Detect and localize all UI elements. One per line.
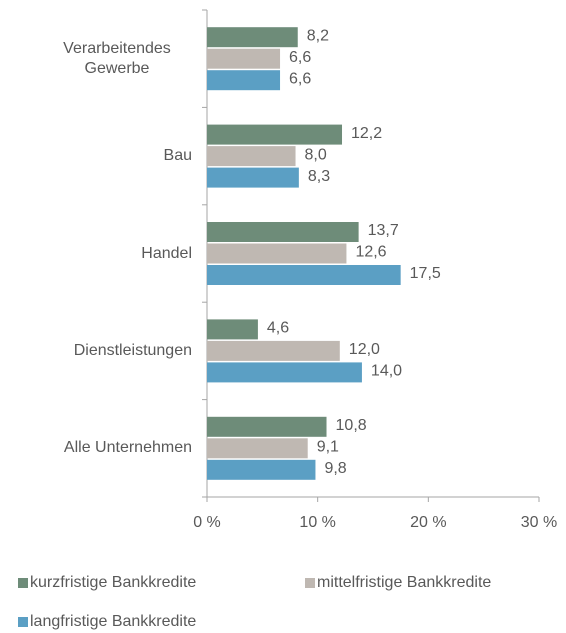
x-tick-label: 30 % bbox=[521, 514, 557, 531]
legend-swatch bbox=[18, 578, 28, 588]
y-tick-label: Handel bbox=[12, 244, 192, 264]
y-tick-label: Bau bbox=[12, 146, 192, 166]
value-label: 8,0 bbox=[305, 146, 327, 163]
value-label: 8,2 bbox=[307, 27, 329, 44]
bar bbox=[207, 48, 281, 69]
legend-label: kurzfristige Bankkredite bbox=[30, 574, 196, 591]
value-label: 12,6 bbox=[355, 244, 386, 261]
value-label: 6,6 bbox=[289, 49, 311, 66]
bar bbox=[207, 243, 347, 264]
category-label: Bau bbox=[163, 147, 192, 165]
category-label: Dienstleistungen bbox=[73, 341, 192, 359]
bar bbox=[207, 340, 340, 361]
value-label: 10,8 bbox=[336, 417, 367, 434]
bar bbox=[207, 124, 343, 145]
value-label: 14,0 bbox=[371, 363, 402, 380]
y-tick-label: Verarbeitendes Gewerbe bbox=[12, 39, 192, 79]
bar bbox=[207, 265, 401, 285]
bar bbox=[207, 319, 258, 340]
legend-label: langfristige Bankkredite bbox=[30, 613, 196, 630]
value-label: 12,2 bbox=[351, 125, 382, 142]
category-label: Verarbeitendes Gewerbe bbox=[63, 39, 171, 77]
bar bbox=[207, 459, 316, 480]
category-label: Alle Unternehmen bbox=[63, 439, 192, 457]
category-label: Handel bbox=[141, 244, 192, 262]
legend-label: mittelfristige Bankkredite bbox=[317, 574, 491, 591]
x-tick-label: 10 % bbox=[299, 514, 335, 531]
bar bbox=[207, 70, 281, 91]
bar bbox=[207, 416, 327, 437]
value-label: 12,0 bbox=[349, 341, 380, 358]
value-label: 4,6 bbox=[267, 320, 289, 337]
value-label: 9,8 bbox=[324, 460, 346, 477]
x-tick-label: 0 % bbox=[193, 514, 221, 531]
bar bbox=[207, 27, 298, 48]
y-tick-label: Alle Unternehmen bbox=[12, 438, 192, 458]
bar bbox=[207, 222, 359, 242]
value-label: 6,6 bbox=[289, 70, 311, 87]
bar bbox=[207, 146, 296, 167]
value-label: 8,3 bbox=[308, 168, 330, 185]
legend-swatch bbox=[305, 578, 315, 588]
bar bbox=[207, 362, 362, 383]
value-label: 17,5 bbox=[410, 265, 441, 282]
bar bbox=[207, 438, 308, 459]
legend-swatch bbox=[18, 617, 28, 627]
y-tick-label: Dienstleistungen bbox=[12, 341, 192, 361]
value-label: 13,7 bbox=[368, 222, 399, 239]
bar bbox=[207, 167, 299, 188]
x-tick-label: 20 % bbox=[410, 514, 446, 531]
value-label: 9,1 bbox=[317, 439, 339, 456]
